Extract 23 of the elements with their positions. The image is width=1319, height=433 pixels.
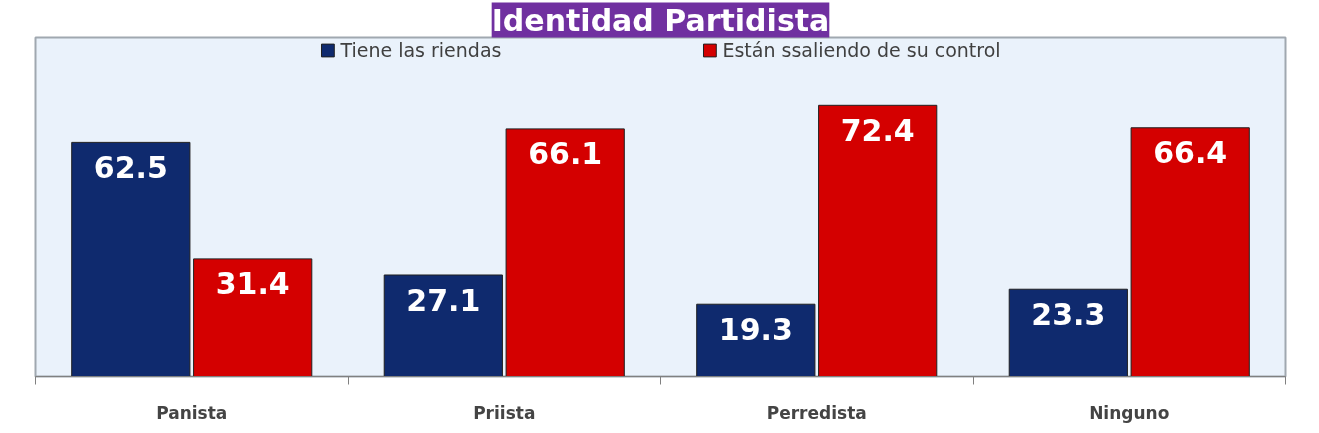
bar: [818, 104, 938, 377]
data-label: 19.3: [718, 311, 793, 347]
x-tick-label: Perredista: [766, 402, 867, 423]
legend-label: Están ssaliendo de su control: [722, 39, 1001, 61]
bar: [383, 274, 503, 377]
data-label: 72.4: [840, 112, 915, 148]
data-label: 62.5: [93, 149, 168, 185]
data-label: 31.4: [215, 266, 290, 302]
bar: [1130, 127, 1250, 377]
bar: [1008, 288, 1128, 377]
x-tick-label: Ninguno: [1089, 402, 1170, 423]
data-label: 66.1: [528, 136, 603, 172]
legend-label: Tiene las riendas: [340, 39, 502, 61]
x-tick-label: Panista: [156, 402, 228, 423]
data-label: 27.1: [406, 282, 481, 318]
bar: [71, 141, 191, 377]
x-tick-label: Priista: [473, 402, 536, 423]
bar: [505, 128, 625, 377]
bar: [696, 303, 816, 377]
data-label: 23.3: [1031, 296, 1106, 332]
data-label: 66.4: [1153, 135, 1228, 171]
chart-title: Identidad Partidista: [491, 2, 830, 38]
bar: [193, 258, 313, 377]
